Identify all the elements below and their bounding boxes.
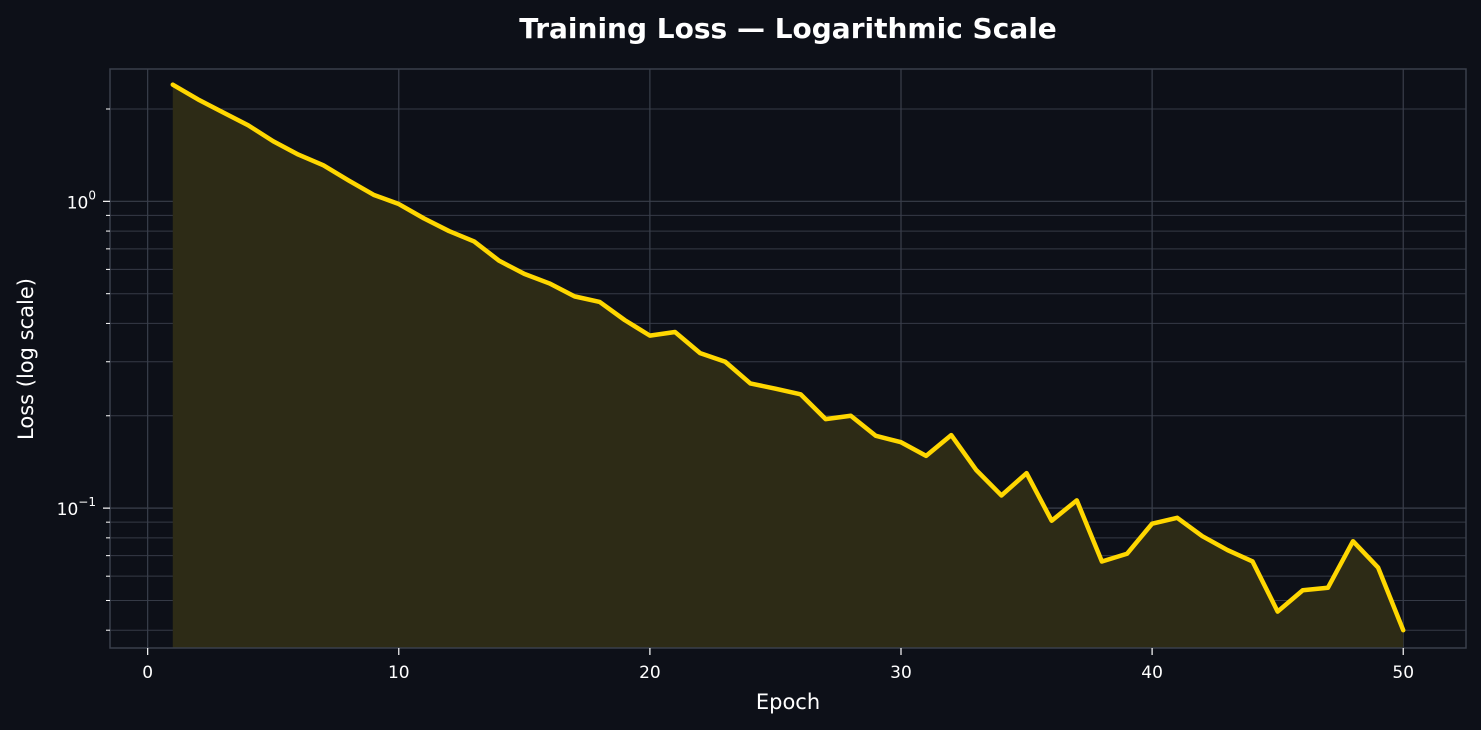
x-tick-label: 50 xyxy=(1392,663,1414,683)
data-point xyxy=(573,294,577,298)
loss-line-layer xyxy=(170,82,1406,633)
data-point xyxy=(1200,534,1204,538)
data-point xyxy=(1150,522,1154,526)
y-axis-label: Loss (log scale) xyxy=(14,278,38,440)
data-point xyxy=(773,387,777,391)
data-point xyxy=(1276,610,1280,614)
data-point xyxy=(1225,548,1229,552)
x-axis-label: Epoch xyxy=(756,690,820,714)
data-point xyxy=(899,440,903,444)
data-point xyxy=(874,434,878,438)
loss-line xyxy=(170,82,1406,633)
data-point xyxy=(799,392,803,396)
data-point xyxy=(1075,498,1079,502)
x-tick-label: 0 xyxy=(142,663,153,683)
data-point xyxy=(372,193,376,197)
data-point xyxy=(246,123,250,127)
data-point xyxy=(723,360,727,364)
data-point xyxy=(1301,588,1305,592)
data-point xyxy=(974,468,978,472)
data-point xyxy=(1351,539,1355,543)
data-point xyxy=(221,110,225,114)
data-point xyxy=(347,178,351,182)
data-point xyxy=(1401,628,1405,632)
data-point xyxy=(522,272,526,276)
y-tick-label: 100 xyxy=(67,188,96,213)
loss-area-fill xyxy=(172,84,1404,648)
y-axis-ticks: 100 10−1 xyxy=(57,108,110,631)
data-point xyxy=(999,493,1003,497)
data-point xyxy=(924,454,928,458)
data-point xyxy=(547,281,551,285)
x-axis-ticks: 0 10 20 30 40 50 xyxy=(142,648,1414,683)
data-point xyxy=(598,300,602,304)
data-point xyxy=(1376,566,1380,570)
data-point xyxy=(1050,519,1054,523)
data-point xyxy=(1175,516,1179,520)
data-point xyxy=(472,239,476,243)
x-tick-label: 20 xyxy=(639,663,661,683)
data-point xyxy=(1251,559,1255,563)
x-tick-label: 40 xyxy=(1141,663,1163,683)
axes-frame xyxy=(109,68,1467,649)
data-point xyxy=(648,334,652,338)
y-tick-label: 10−1 xyxy=(57,495,96,520)
data-point xyxy=(397,202,401,206)
data-point xyxy=(949,433,953,437)
data-point xyxy=(422,216,426,220)
data-point xyxy=(1100,559,1104,563)
x-tick-label: 10 xyxy=(388,663,410,683)
data-point xyxy=(171,83,175,87)
data-point xyxy=(497,259,501,263)
data-point xyxy=(1326,586,1330,590)
area-fill-layer xyxy=(172,84,1404,648)
data-point xyxy=(849,414,853,418)
data-point xyxy=(321,163,325,167)
data-point xyxy=(196,97,200,101)
data-point xyxy=(824,417,828,421)
chart-title: Training Loss — Logarithmic Scale xyxy=(519,12,1057,45)
plot-frame xyxy=(109,68,1467,649)
data-point xyxy=(271,139,275,143)
data-point xyxy=(1025,471,1029,475)
data-point xyxy=(447,229,451,233)
data-point xyxy=(296,153,300,157)
data-point xyxy=(748,381,752,385)
data-point xyxy=(673,330,677,334)
data-point xyxy=(623,318,627,322)
x-tick-label: 30 xyxy=(890,663,912,683)
data-point xyxy=(698,351,702,355)
data-point xyxy=(1125,552,1129,556)
